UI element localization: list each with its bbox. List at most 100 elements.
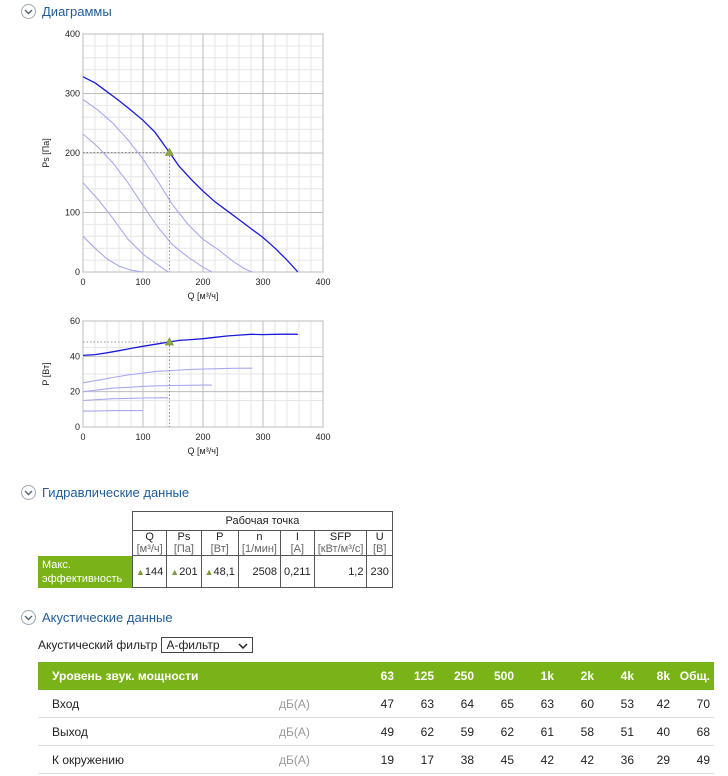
acoustic-section-header[interactable]: Акустические данные xyxy=(21,610,173,625)
aux-curve xyxy=(82,384,212,393)
x-tick-label: 200 xyxy=(195,277,210,287)
cell: 64 xyxy=(438,690,478,718)
table-row: Выход дБ(A) 49 62 59 62 61 58 51 40 68 xyxy=(38,717,714,746)
y-tick-label: 40 xyxy=(70,351,80,361)
column-header: SFP [кВт/м³/с] xyxy=(313,530,368,556)
cell: 42 xyxy=(518,745,558,774)
row-label: Выход xyxy=(38,717,278,746)
band-header: 1k xyxy=(518,662,558,690)
y-tick-label: 60 xyxy=(70,316,80,326)
operating-point-header: Рабочая точка xyxy=(132,511,393,531)
x-tick-label: 400 xyxy=(315,277,330,287)
hydraulic-table: Рабочая точка Q [м³/ч] Ps [Па] P [Вт] n [1/м… xyxy=(38,511,393,588)
y-axis-label: P [Вт] xyxy=(41,362,51,385)
aux-curve xyxy=(82,182,169,273)
value-sfp: 1,2 xyxy=(313,555,368,588)
main-curve xyxy=(82,333,298,357)
band-header: 63 xyxy=(358,662,398,690)
cell: 38 xyxy=(438,745,478,774)
cell: 62 xyxy=(478,717,518,746)
cell: 29 xyxy=(638,745,674,774)
aux-curve xyxy=(83,410,143,412)
x-tick-label: 100 xyxy=(135,432,150,442)
y-tick-label: 300 xyxy=(65,89,80,99)
cell: 36 xyxy=(598,745,638,774)
value-i: 0,211 xyxy=(279,555,315,588)
cell: 49 xyxy=(674,745,714,774)
cell: 47 xyxy=(358,690,398,718)
acoustic-filter: Акустический фильтр A-фильтр xyxy=(38,637,254,653)
column-header: n [1/мин] xyxy=(237,530,281,556)
y-tick-label: 200 xyxy=(65,148,80,158)
cell: 42 xyxy=(638,690,674,718)
cell: 58 xyxy=(558,717,598,746)
value-p: ▲48,1 xyxy=(200,555,239,588)
chevron-down-icon[interactable] xyxy=(21,4,36,19)
x-tick-label: 0 xyxy=(80,277,85,287)
acoustic-filter-label: Акустический фильтр xyxy=(38,638,158,652)
hydraulic-column-headers: Q [м³/ч] Ps [Па] P [Вт] n [1/мин] I [A] SFP [к… xyxy=(38,530,393,556)
band-header: 4k xyxy=(598,662,638,690)
column-header: P [Вт] xyxy=(200,530,239,556)
y-tick-label: 20 xyxy=(70,387,80,397)
unit-label: дБ(A) xyxy=(278,717,358,746)
aux-curve xyxy=(82,133,213,273)
y-tick-label: 400 xyxy=(65,29,80,39)
power-chart: 0 100 200 300 400 0 20 40 60 Q [м³/ч] P [Вт] xyxy=(41,316,331,456)
value-ps: ▲201 xyxy=(166,555,202,588)
x-tick-label: 300 xyxy=(255,432,270,442)
cell: 40 xyxy=(638,717,674,746)
cell: 51 xyxy=(598,717,638,746)
value-n: 2508 xyxy=(237,555,281,588)
cell: 63 xyxy=(398,690,438,718)
operating-point-marker xyxy=(164,147,174,156)
diagrams-section-title: Диаграммы xyxy=(42,4,112,19)
unit-label: дБ(A) xyxy=(278,745,358,774)
x-tick-label: 400 xyxy=(315,432,330,442)
x-tick-label: 200 xyxy=(195,432,210,442)
chevron-down-icon[interactable] xyxy=(21,485,36,500)
acoustic-header-title: Уровень звук. мощности xyxy=(38,662,358,690)
x-tick-label: 0 xyxy=(80,432,85,442)
cell: 19 xyxy=(358,745,398,774)
main-curve xyxy=(82,76,299,273)
cell: 45 xyxy=(478,745,518,774)
aux-curve xyxy=(82,99,253,273)
total-header: Общ. xyxy=(674,662,714,690)
aux-curve xyxy=(82,235,144,273)
band-header: 250 xyxy=(438,662,478,690)
acoustic-header-row: Уровень звук. мощности 63 125 250 500 1k… xyxy=(38,662,714,690)
table-row: Вход дБ(A) 47 63 64 65 63 60 53 42 70 xyxy=(38,690,714,718)
cell: 49 xyxy=(358,717,398,746)
cell: 70 xyxy=(674,690,714,718)
acoustic-table: Уровень звук. мощности 63 125 250 500 1k… xyxy=(38,662,714,774)
max-efficiency-row: Макс. эффективность ▲144 ▲201 ▲48,1 2508 … xyxy=(38,555,393,588)
triangle-marker-icon: ▲ xyxy=(204,566,214,577)
hydraulic-section-title: Гидравлические данные xyxy=(42,485,190,500)
table-row: К окружению дБ(A) 19 17 38 45 42 42 36 2… xyxy=(38,745,714,774)
acoustic-section-title: Акустические данные xyxy=(42,610,173,625)
hydraulic-section-header[interactable]: Гидравлические данные xyxy=(21,485,189,500)
band-header: 500 xyxy=(478,662,518,690)
chevron-down-icon[interactable] xyxy=(21,610,36,625)
diagrams-section-header[interactable]: Диаграммы xyxy=(21,4,112,19)
y-tick-label: 0 xyxy=(75,267,80,277)
triangle-marker-icon: ▲ xyxy=(136,566,145,577)
x-tick-label: 300 xyxy=(255,277,270,287)
acoustic-filter-select[interactable]: A-фильтр xyxy=(161,637,254,653)
acoustic-filter-value: A-фильтр xyxy=(166,638,220,652)
cell: 17 xyxy=(398,745,438,774)
triangle-marker-icon: ▲ xyxy=(170,566,180,577)
column-header: I [A] xyxy=(279,530,315,556)
row-label: Макс. эффективность xyxy=(38,555,133,588)
column-header: Q [м³/ч] xyxy=(131,530,168,556)
cell: 53 xyxy=(598,690,638,718)
unit-label: дБ(A) xyxy=(278,690,358,718)
y-tick-label: 0 xyxy=(75,422,80,432)
aux-curve xyxy=(82,397,169,402)
band-header: 8k xyxy=(638,662,674,690)
x-axis-label: Q [м³/ч] xyxy=(188,291,219,301)
cell: 62 xyxy=(398,717,438,746)
y-tick-label: 100 xyxy=(65,208,80,218)
x-tick-label: 100 xyxy=(135,277,150,287)
